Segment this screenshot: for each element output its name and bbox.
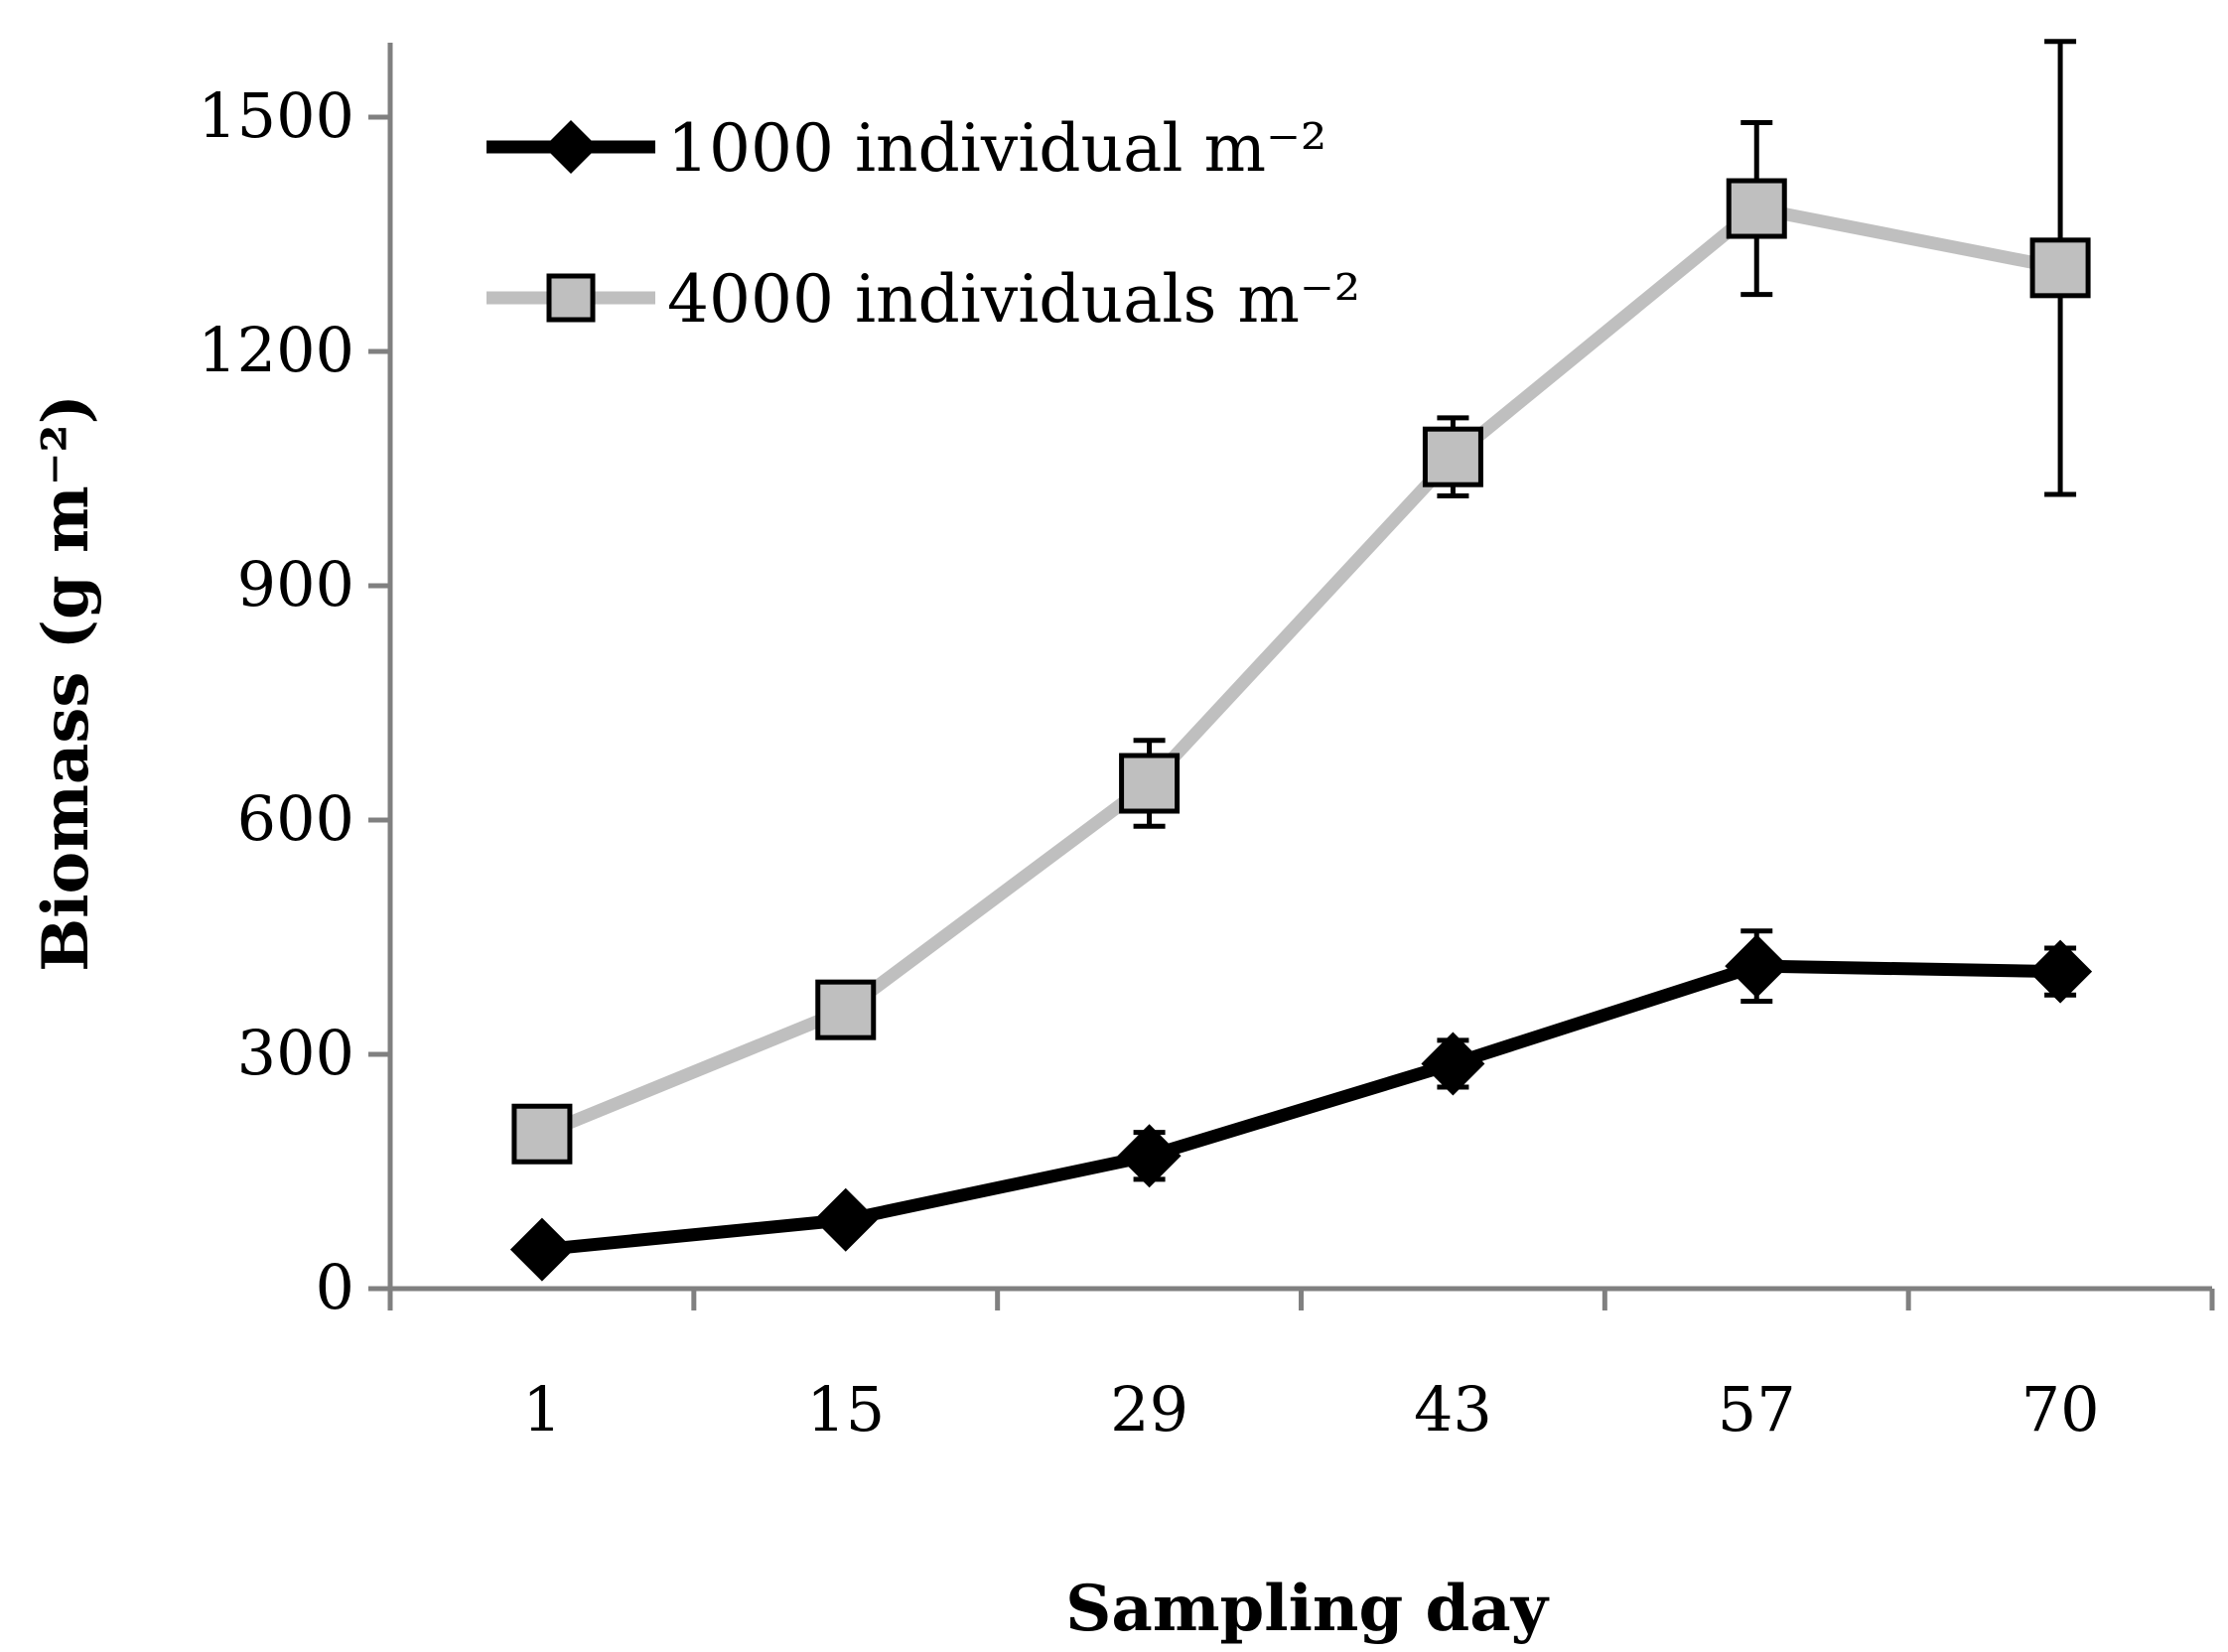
- legend-item-1000: 1000 individual m⁻²: [487, 110, 1326, 187]
- legend: 1000 individual m⁻² 4000 individuals m⁻²: [487, 110, 1360, 338]
- data-point-diamond: [1421, 1032, 1485, 1096]
- x-tick-label: 57: [1718, 1373, 1796, 1446]
- legend-diamond-marker: [544, 120, 598, 174]
- x-axis-title: Sampling day: [1065, 1572, 1550, 1646]
- data-point-diamond: [813, 1187, 878, 1252]
- y-tick-label: 600: [237, 782, 354, 855]
- y-tick-label: 1500: [198, 79, 354, 152]
- axes: [368, 43, 2215, 1310]
- data-point-square: [2029, 237, 2091, 299]
- data-point-square: [1119, 753, 1181, 814]
- x-tick-label: 1: [522, 1373, 561, 1446]
- y-axis-title: Biomass (g m⁻²): [29, 394, 103, 972]
- data-point-square: [1726, 178, 1787, 239]
- y-tick-label: 0: [316, 1251, 354, 1323]
- series-1000: [509, 928, 2093, 1282]
- plot-area: 0 300 600 900 1200 1500 1 15 29 43 57 70: [198, 39, 2215, 1446]
- legend-label-1000: 1000 individual m⁻²: [667, 110, 1326, 187]
- y-tick-label: 1200: [198, 314, 354, 386]
- tick-labels: 0 300 600 900 1200 1500 1 15 29 43 57 70: [198, 79, 2099, 1446]
- series-4000: [511, 39, 2091, 1165]
- series-line: [541, 959, 2061, 1257]
- data-point-square: [815, 979, 877, 1040]
- data-point-square: [511, 1103, 573, 1165]
- x-tick-label: 70: [2021, 1373, 2100, 1446]
- data-point-diamond: [2028, 939, 2093, 1004]
- data-point-diamond: [1725, 934, 1789, 999]
- data-point-diamond: [1117, 1124, 1182, 1188]
- x-tick-label: 29: [1110, 1373, 1188, 1446]
- series-line: [539, 202, 2062, 1141]
- x-tick-label: 15: [806, 1373, 885, 1446]
- y-tick-label: 900: [237, 548, 354, 620]
- data-point-square: [1422, 426, 1483, 487]
- legend-label-4000: 4000 individuals m⁻²: [667, 261, 1360, 338]
- legend-square-marker: [546, 273, 596, 323]
- series-layer: [509, 39, 2093, 1282]
- x-tick-label: 43: [1414, 1373, 1492, 1446]
- y-tick-label: 300: [237, 1017, 354, 1089]
- data-point-diamond: [509, 1217, 574, 1282]
- legend-item-4000: 4000 individuals m⁻²: [487, 261, 1360, 338]
